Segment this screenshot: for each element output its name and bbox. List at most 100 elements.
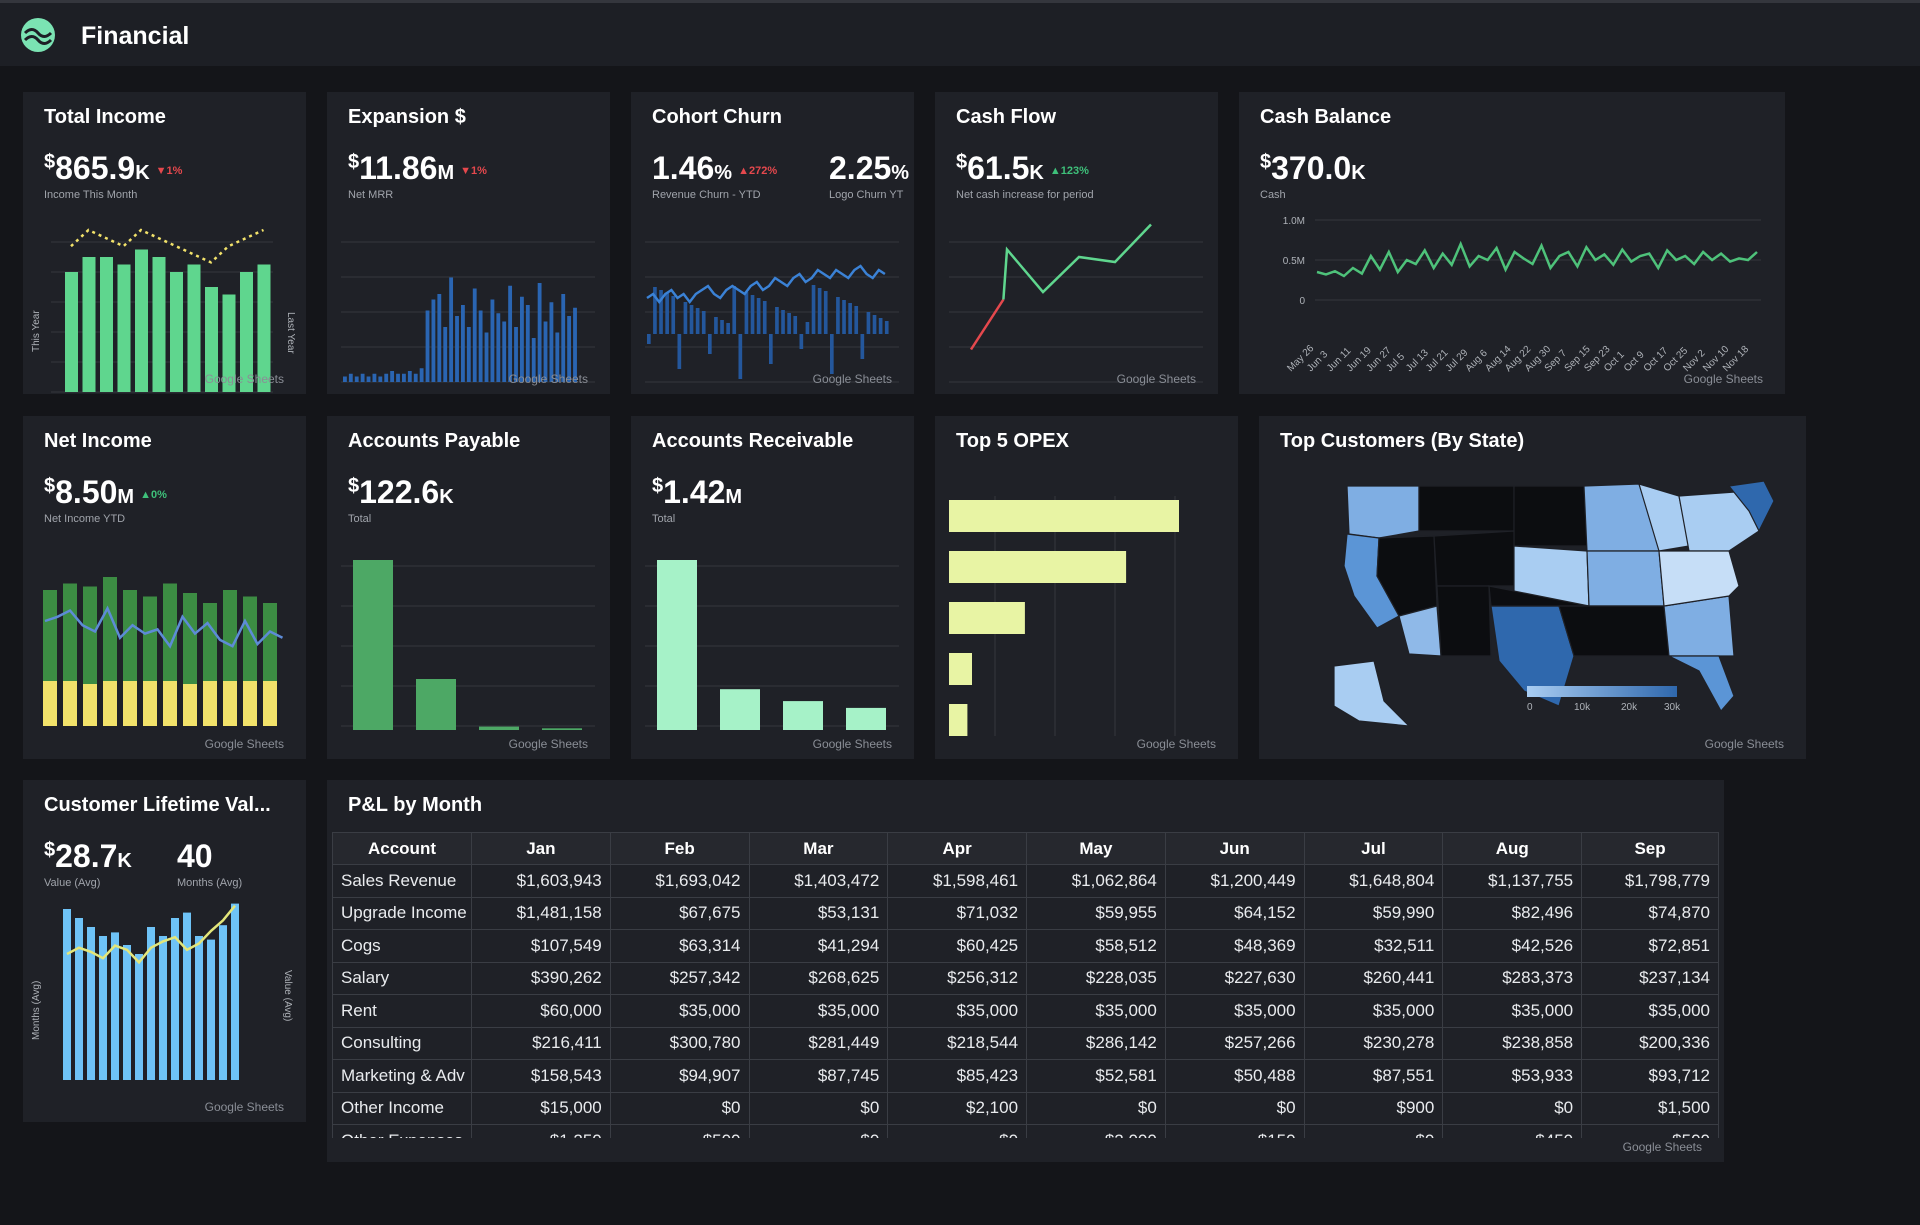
value-cell: $59,955 [1026, 896, 1166, 930]
table-row[interactable]: Cogs $107,549 $63,314 $41,294 $60,425 $58,512… [332, 929, 1719, 963]
bar-green [123, 590, 137, 681]
accounts-receivable-card[interactable]: Accounts Receivable $1.42M Total Google … [631, 416, 914, 759]
delta-badge: ▼1% [155, 164, 183, 177]
bar [514, 327, 518, 382]
account-cell: Upgrade Income [332, 896, 472, 930]
top-opex-chart [949, 496, 1179, 736]
source-label: Google Sheets [204, 1100, 284, 1114]
bar-this-year [170, 272, 183, 392]
top-opex-card[interactable]: Top 5 OPEX Google Sheets [935, 416, 1238, 759]
axis-label-value: Value (Avg) [282, 970, 293, 1021]
region-new-mexico [1436, 585, 1492, 657]
table-row[interactable]: Other Expenses$1,250$500$0$0$2,000$150$0… [332, 1124, 1719, 1138]
column-header[interactable]: Account [332, 832, 472, 865]
column-header[interactable]: May [1026, 832, 1166, 865]
kpi-subtitle: Revenue Churn - YTD [652, 189, 761, 201]
table-row[interactable]: Consulting $216,411 $300,780 $281,449 $218,5… [332, 1026, 1719, 1060]
bar [353, 560, 393, 730]
table-row[interactable]: Marketing & Adv $158,543 $94,907 $87,745 $85… [332, 1059, 1719, 1093]
bar [402, 373, 406, 382]
bar [159, 936, 167, 1080]
column-header[interactable]: Jun [1164, 832, 1305, 865]
bar [419, 368, 424, 382]
bar [830, 334, 834, 374]
kpi-value: $61.5K ▲123% [956, 150, 1089, 186]
card-title: Customer Lifetime Val... [44, 794, 271, 816]
cohort-churn-card[interactable]: Cohort Churn 1.46% ▲272% Revenue Churn - … [631, 92, 914, 394]
bar [823, 291, 828, 334]
value-cell: $500 [1581, 1124, 1719, 1138]
column-header[interactable]: Sep [1581, 832, 1719, 865]
bar-green [263, 603, 277, 681]
top-customers-card[interactable]: Top Customers (By State) 0 [1259, 416, 1806, 759]
bar [348, 373, 353, 382]
bar [683, 302, 688, 334]
bar [525, 305, 530, 382]
bar [378, 376, 383, 382]
value-cell: $218,544 [887, 1026, 1028, 1060]
column-header[interactable]: Jul [1303, 832, 1444, 865]
column-header[interactable]: Feb [609, 832, 750, 865]
bar-this-year [117, 264, 131, 392]
card-title: Accounts Receivable [652, 430, 854, 452]
total-income-card[interactable]: Total Income $865.9K ▼1% Income This Mont… [23, 92, 306, 394]
region-colorado [1433, 530, 1515, 587]
bar [738, 334, 743, 379]
value-cell: $0 [1442, 1091, 1583, 1125]
pnl-table-viewport[interactable]: Account Jan Feb Mar Apr May Jun Jul Aug Sep Sales… [332, 832, 1719, 1138]
bar [854, 306, 859, 334]
bar [508, 285, 513, 382]
bar [573, 307, 577, 382]
kpi-subtitle: Total [348, 513, 372, 525]
bar-green [43, 590, 57, 681]
value-cell: $300,780 [609, 1026, 750, 1060]
net-income-card[interactable]: Net Income $8.50M ▲0% Net Income YTD Goog… [23, 416, 306, 759]
table-row[interactable]: Salary $390,262 $257,342 $268,625 $256,312 $2… [332, 961, 1719, 995]
value-cell: $0 [1026, 1091, 1166, 1125]
column-header[interactable]: Apr [887, 832, 1028, 865]
bar [949, 653, 972, 685]
bar [490, 299, 495, 382]
bar [567, 316, 572, 382]
total-income-chart: This Year Last Year [31, 228, 296, 393]
expansion-card[interactable]: Expansion $ $11.86M ▼1% Net MRR Google Sh… [327, 92, 610, 394]
table-row[interactable]: Other Income $15,000 $0 $0 $2,100 $0 $0 $900 $0 $… [332, 1091, 1719, 1125]
customer-lifetime-value-card[interactable]: Customer Lifetime Val... $28.7K Value (A… [23, 780, 306, 1122]
cash-balance-card[interactable]: Cash Balance $370.0K Cash 1.0M 0.5M 0 May 2… [1239, 92, 1785, 394]
value-cell: $35,000 [748, 994, 889, 1028]
value-cell: $93,712 [1581, 1059, 1719, 1093]
bar [354, 376, 359, 382]
cash-flow-card[interactable]: Cash Flow $61.5K ▲123% Net cash increase … [935, 92, 1218, 394]
table-row[interactable]: Upgrade Income $1,481,158 $67,675 $53,131 $7… [332, 896, 1719, 930]
table-row[interactable]: Rent $60,000 $35,000 $35,000 $35,000 $35,000 $… [332, 994, 1719, 1028]
bar [720, 320, 724, 334]
kpi-value-revenue-churn: 1.46% ▲272% [652, 150, 778, 186]
bar [472, 288, 477, 382]
column-header[interactable]: Mar [748, 832, 889, 865]
kpi-value: $28.7K [44, 838, 132, 874]
bar [502, 321, 507, 382]
column-header[interactable]: Jan [470, 832, 611, 865]
bar [756, 298, 761, 334]
accounts-payable-card[interactable]: Accounts Payable $122.6K Total Google Sh… [327, 416, 610, 759]
table-row[interactable]: Sales Revenue $1,603,943 $1,693,042 $1,403,… [332, 864, 1719, 898]
column-header[interactable]: Aug [1442, 832, 1583, 865]
bar-yellow [123, 681, 137, 726]
bar [848, 303, 852, 334]
value-cell: $1,481,158 [470, 896, 611, 930]
accounts-receivable-chart [645, 560, 899, 730]
bar-this-year [152, 257, 166, 392]
account-cell: Cogs [332, 929, 472, 963]
map-legend-20k: 20k [1621, 702, 1638, 713]
net-income-chart [43, 577, 284, 726]
table-header-row: Account Jan Feb Mar Apr May Jun Jul Aug Sep [332, 832, 1719, 865]
source-label: Google Sheets [812, 372, 892, 386]
card-title: Accounts Payable [348, 430, 521, 452]
bar [647, 334, 651, 344]
region-midatlantic [1658, 550, 1740, 607]
kpi-value: $1.42M [652, 474, 743, 510]
bar [425, 310, 430, 382]
card-title: Top 5 OPEX [956, 430, 1069, 452]
map-legend-bar [1527, 686, 1677, 697]
axis-label-last-year: Last Year [285, 312, 296, 354]
